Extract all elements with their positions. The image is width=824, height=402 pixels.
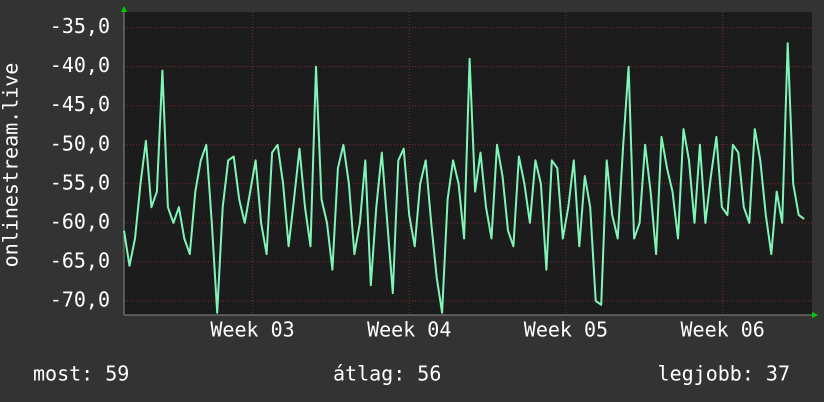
y-tick-label: -55,0 bbox=[50, 170, 110, 194]
legend-current: most: 59 bbox=[33, 362, 129, 386]
y-axis-label: onlinestream.live bbox=[0, 63, 23, 268]
y-tick-label: -60,0 bbox=[50, 209, 110, 233]
x-tick-label: Week 04 bbox=[367, 318, 451, 342]
y-tick-label: -65,0 bbox=[50, 248, 110, 272]
legend-best: legjobb: 37 bbox=[658, 362, 790, 386]
y-tick-label: -35,0 bbox=[50, 14, 110, 38]
y-arrow bbox=[121, 6, 127, 12]
y-tick-label: -50,0 bbox=[50, 131, 110, 155]
x-tick-label: Week 03 bbox=[210, 318, 294, 342]
x-tick-label: Week 06 bbox=[681, 318, 765, 342]
legend-average: átlag: 56 bbox=[333, 362, 441, 386]
y-tick-label: -40,0 bbox=[50, 53, 110, 77]
x-arrow bbox=[812, 312, 818, 318]
plot-area bbox=[124, 12, 812, 315]
y-tick-label: -45,0 bbox=[50, 92, 110, 116]
y-tick-label: -70,0 bbox=[50, 287, 110, 311]
x-tick-label: Week 05 bbox=[524, 318, 608, 342]
grid bbox=[124, 12, 812, 315]
data-line bbox=[123, 42, 805, 314]
